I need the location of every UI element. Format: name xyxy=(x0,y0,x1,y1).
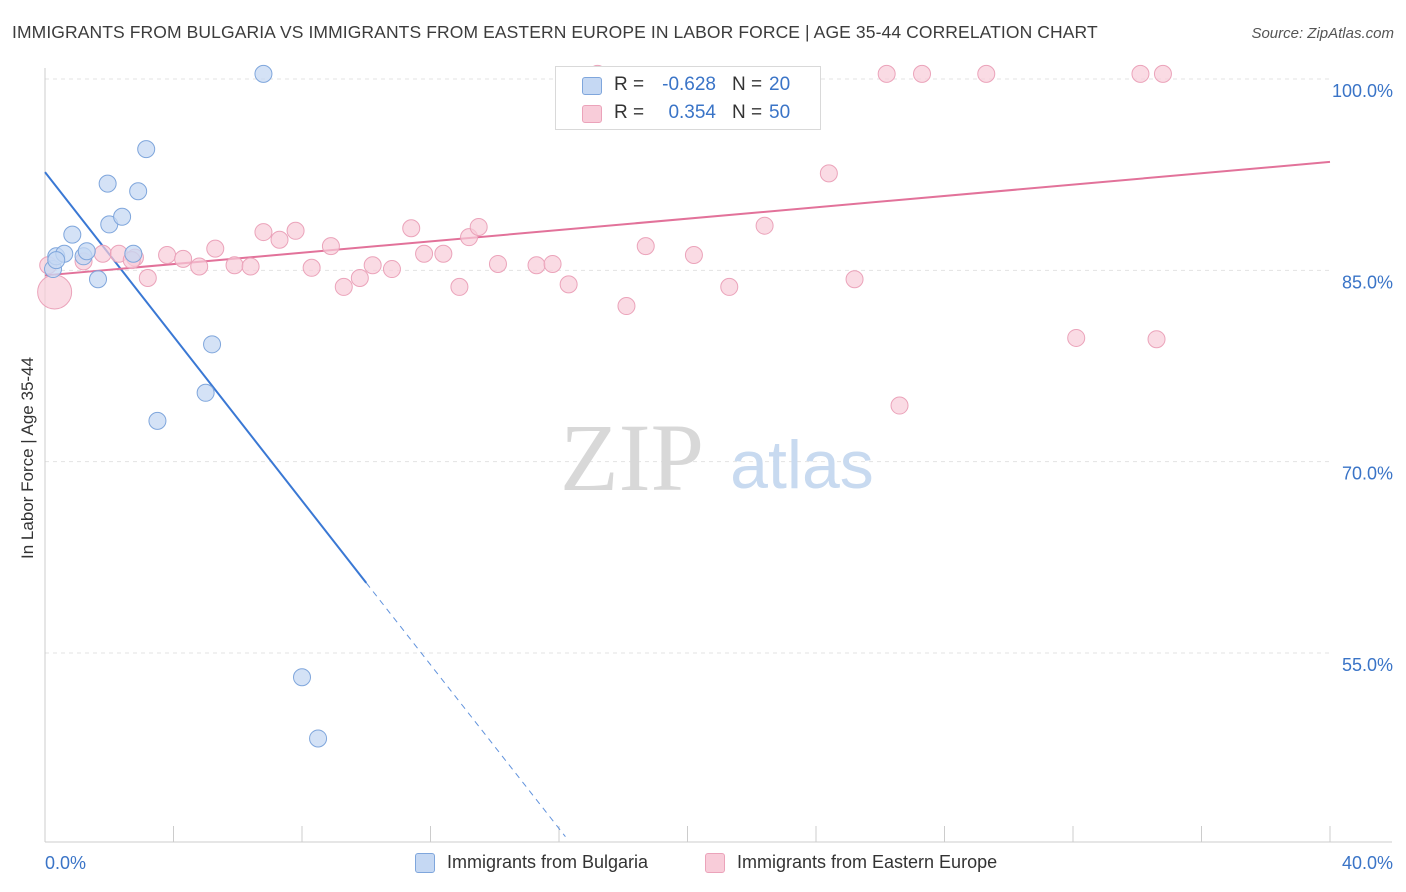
legend-r-label: R = xyxy=(614,74,645,95)
point-eastern-europe xyxy=(254,223,273,242)
point-eastern-europe xyxy=(1131,64,1150,83)
point-bulgaria xyxy=(124,244,143,263)
point-eastern-europe xyxy=(415,244,434,263)
legend-row-eastern-europe: R = 0.354 N = 50 xyxy=(556,101,820,129)
chart-title: IMMIGRANTS FROM BULGARIA VS IMMIGRANTS F… xyxy=(12,22,1098,42)
correlation-legend: R = -0.628 N = 20 R = 0.354 N = 50 xyxy=(555,66,821,130)
point-eastern-europe xyxy=(755,216,774,235)
point-eastern-europe xyxy=(302,258,321,277)
legend-r-label: R = xyxy=(614,102,645,123)
legend-swatch-eastern-europe xyxy=(582,105,602,123)
point-eastern-europe xyxy=(270,230,289,249)
x-tick-label: 40.0% xyxy=(1342,853,1393,873)
point-bulgaria xyxy=(137,140,156,159)
y-tick-label: 85.0% xyxy=(1342,272,1393,292)
legend-r-value: -0.628 xyxy=(662,74,716,95)
point-eastern-europe xyxy=(559,275,578,294)
watermark-zip: ZIP xyxy=(560,404,704,511)
point-eastern-europe xyxy=(890,396,909,415)
trend-lines xyxy=(44,160,1331,837)
point-eastern-europe xyxy=(190,257,209,276)
point-eastern-europe xyxy=(684,246,703,265)
data-points xyxy=(37,64,1172,748)
point-eastern-europe xyxy=(450,277,469,296)
point-bulgaria xyxy=(148,411,167,430)
point-eastern-europe xyxy=(382,260,401,279)
trend-line-bulgaria-extension xyxy=(365,582,566,837)
point-eastern-europe xyxy=(286,221,305,240)
point-eastern-europe xyxy=(913,64,932,83)
point-eastern-europe xyxy=(321,237,340,256)
series-swatch-bulgaria xyxy=(415,853,435,873)
point-eastern-europe xyxy=(434,244,453,263)
point-eastern-europe xyxy=(543,254,562,273)
series-legend: Immigrants from Bulgaria Immigrants from… xyxy=(0,851,1406,879)
point-eastern-europe xyxy=(527,256,546,275)
point-eastern-europe xyxy=(93,244,112,263)
point-eastern-europe xyxy=(138,268,157,287)
point-eastern-europe xyxy=(1147,330,1166,349)
point-eastern-europe xyxy=(350,268,369,287)
point-eastern-europe xyxy=(469,217,488,236)
point-eastern-europe xyxy=(241,257,260,276)
legend-n-label: N = xyxy=(732,102,763,123)
point-bulgaria xyxy=(309,729,328,748)
point-eastern-europe xyxy=(402,219,421,238)
y-tick-label: 55.0% xyxy=(1342,655,1393,675)
point-bulgaria xyxy=(63,225,82,244)
source-label: Source: ZipAtlas.com xyxy=(1251,25,1394,42)
point-eastern-europe xyxy=(225,256,244,275)
watermark: ZIP atlas xyxy=(560,404,874,511)
legend-row-bulgaria: R = -0.628 N = 20 xyxy=(556,73,820,101)
trend-line-eastern-europe xyxy=(44,160,1331,277)
point-bulgaria xyxy=(47,251,66,270)
point-bulgaria xyxy=(196,383,215,402)
point-bulgaria xyxy=(203,335,222,354)
y-tick-label: 70.0% xyxy=(1342,464,1393,484)
point-eastern-europe xyxy=(1067,328,1086,347)
point-eastern-europe xyxy=(636,237,655,256)
legend-swatch-bulgaria xyxy=(582,77,602,95)
gridlines xyxy=(45,78,1330,654)
legend-n-label: N = xyxy=(732,74,763,95)
series-label-eastern-europe: Immigrants from Eastern Europe xyxy=(737,852,998,872)
point-bulgaria xyxy=(113,207,132,226)
point-eastern-europe xyxy=(206,239,225,258)
point-bulgaria xyxy=(254,64,273,83)
point-bulgaria xyxy=(129,182,148,201)
legend-r-value: 0.354 xyxy=(668,102,716,123)
point-eastern-europe xyxy=(977,64,996,83)
x-tick-label: 0.0% xyxy=(45,853,86,873)
series-label-bulgaria: Immigrants from Bulgaria xyxy=(447,852,649,872)
point-eastern-europe xyxy=(363,256,382,275)
point-eastern-europe xyxy=(488,254,507,273)
point-eastern-europe xyxy=(334,277,353,296)
point-eastern-europe xyxy=(617,297,636,316)
legend-n-value: 50 xyxy=(769,102,791,123)
point-bulgaria xyxy=(98,174,117,193)
series-swatch-eastern-europe xyxy=(705,853,725,873)
y-tick-label: 100.0% xyxy=(1332,81,1393,101)
point-bulgaria xyxy=(293,668,311,687)
point-eastern-europe xyxy=(877,64,896,83)
axes xyxy=(44,68,1392,843)
watermark-atlas: atlas xyxy=(730,427,874,503)
point-eastern-europe xyxy=(37,274,73,310)
tick-labels: 55.0% 70.0% 85.0% 100.0% 0.0% 40.0% xyxy=(45,81,1393,873)
legend-n-value: 20 xyxy=(769,74,791,95)
point-eastern-europe xyxy=(174,249,193,268)
point-eastern-europe xyxy=(158,246,177,265)
point-eastern-europe xyxy=(819,164,838,183)
trend-line-bulgaria xyxy=(44,171,368,584)
point-bulgaria xyxy=(77,242,96,261)
point-eastern-europe xyxy=(1153,64,1172,83)
point-eastern-europe xyxy=(845,270,864,289)
point-bulgaria xyxy=(89,270,108,289)
point-eastern-europe xyxy=(720,277,739,296)
